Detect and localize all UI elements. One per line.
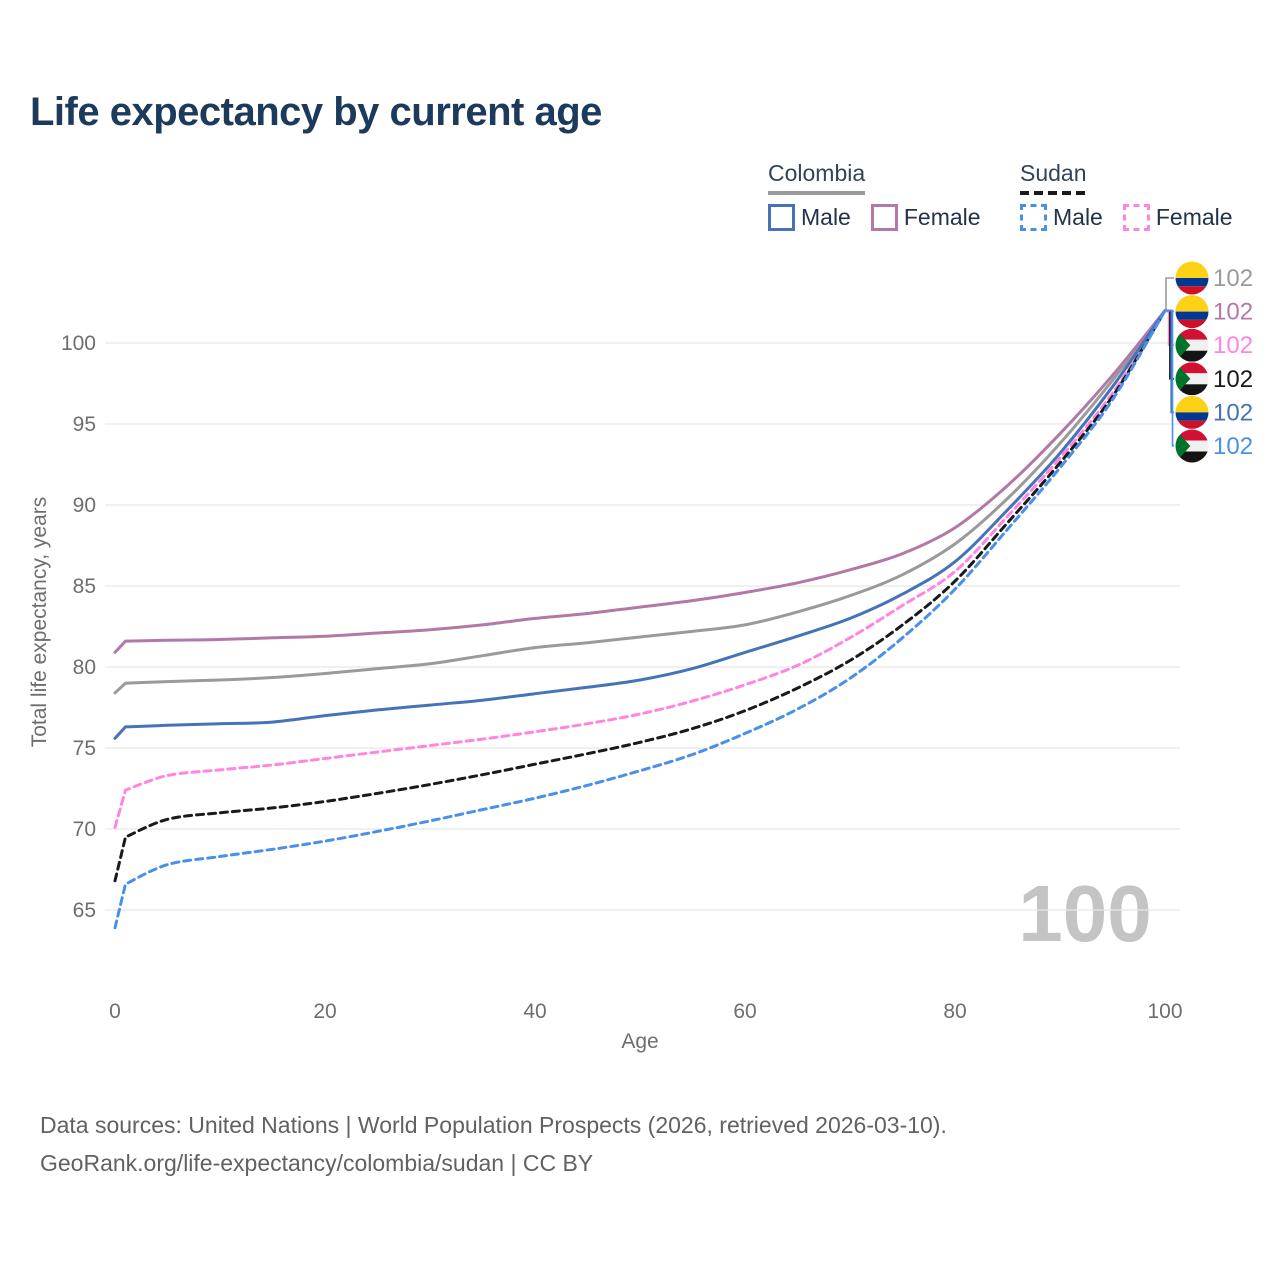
y-tick-label: 95 [73, 413, 96, 436]
x-tick-label: 80 [943, 1000, 966, 1023]
y-tick-label: 80 [73, 656, 96, 679]
end-label-row: 102 [1175, 362, 1253, 396]
y-tick-label: 85 [73, 575, 96, 598]
end-value-label: 102 [1213, 332, 1253, 359]
legend-country-label: Colombia [768, 160, 866, 186]
end-label-row: 102 [1175, 395, 1253, 429]
end-label-row: 102 [1175, 328, 1253, 362]
sudan-female-swatch [1122, 204, 1150, 231]
end-label-connector [1165, 277, 1174, 311]
x-tick-label: 100 [1147, 1000, 1182, 1023]
colombia-male-swatch [768, 204, 795, 231]
flag-icon-colombia [1175, 295, 1209, 329]
colombia-female-swatch [870, 204, 898, 231]
end-label-row: 102 [1175, 429, 1253, 463]
end-label-connector [1166, 309, 1174, 447]
end-label-row: 102 [1175, 261, 1253, 295]
legend-group-sudan: Sudan Male Female [1020, 160, 1253, 231]
flag-icon-colombia [1175, 395, 1209, 429]
legend-item-sudan-female[interactable]: Female [1122, 204, 1233, 231]
x-axis-title: Age [621, 1030, 658, 1053]
sudan-dashed-line-swatch [1020, 191, 1087, 195]
end-value-label: 102 [1213, 399, 1253, 426]
flag-icon-colombia [1175, 261, 1209, 295]
footer: Data sources: United Nations | World Pop… [40, 1106, 947, 1182]
colombia-solid-line-swatch [768, 191, 866, 195]
legend-group-colombia: Colombia Male Female [768, 160, 1001, 231]
y-tick-label: 100 [61, 332, 96, 355]
legend-item-label: Male [801, 204, 851, 230]
flag-icon-sudan [1175, 362, 1209, 396]
legend-country-label: Sudan [1020, 160, 1087, 186]
series-line-sudan-female[interactable] [113, 309, 1167, 829]
legend-country-sudan: Sudan [1020, 160, 1087, 195]
y-axis-title: Total life expectancy, years [28, 497, 51, 748]
series-line-sudan-both[interactable] [113, 309, 1167, 883]
sudan-male-swatch [1020, 204, 1047, 231]
end-value-label: 102 [1213, 299, 1253, 326]
flag-icon-sudan [1175, 429, 1209, 463]
y-tick-label: 70 [73, 818, 96, 841]
end-label-row: 102 [1175, 295, 1253, 329]
legend-country-colombia: Colombia [768, 160, 866, 195]
footer-source-line: Data sources: United Nations | World Pop… [40, 1112, 947, 1138]
y-tick-label: 65 [73, 899, 96, 922]
legend-item-sudan-male[interactable]: Male [1020, 204, 1103, 231]
series-line-colombia-both[interactable] [113, 309, 1167, 695]
flag-icon-sudan [1175, 328, 1209, 362]
series-line-sudan-male[interactable] [113, 309, 1167, 930]
x-tick-label: 60 [733, 1000, 756, 1023]
legend-item-label: Female [1155, 204, 1233, 230]
end-value-label: 102 [1213, 433, 1253, 460]
legend-item-label: Female [903, 204, 981, 230]
x-tick-label: 40 [523, 1000, 546, 1023]
legend-item-colombia-male[interactable]: Male [768, 204, 851, 231]
legend-item-label: Male [1053, 204, 1103, 230]
y-tick-label: 90 [73, 494, 96, 517]
footer-url-line: GeoRank.org/life-expectancy/colombia/sud… [40, 1150, 594, 1176]
watermark-age-label: 100 [1018, 869, 1151, 958]
end-value-label: 102 [1213, 265, 1253, 292]
x-tick-label: 20 [313, 1000, 336, 1023]
end-value-label: 102 [1213, 366, 1253, 393]
y-tick-label: 75 [73, 737, 96, 760]
page-title: Life expectancy by current age [30, 90, 602, 134]
x-tick-label: 0 [109, 1000, 121, 1023]
series-line-colombia-male[interactable] [113, 309, 1167, 740]
legend-item-colombia-female[interactable]: Female [870, 204, 981, 231]
series-line-colombia-female[interactable] [113, 309, 1167, 654]
